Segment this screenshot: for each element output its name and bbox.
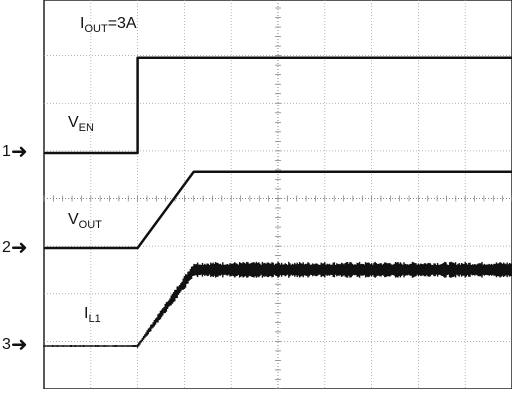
- vout-label: VOUT: [68, 211, 102, 231]
- ven-label: VEN: [68, 114, 94, 134]
- channel-1-marker: 1➜: [2, 141, 28, 163]
- trace-ven: [44, 56, 512, 155]
- iout-annotation: IOUT=3A: [80, 15, 137, 35]
- channel-2-marker: 2➜: [2, 237, 28, 259]
- il1-label: IL1: [84, 305, 101, 325]
- trace-vout: [44, 170, 512, 250]
- trace-il1: [43, 261, 512, 348]
- channel-3-marker: 3➜: [2, 334, 28, 356]
